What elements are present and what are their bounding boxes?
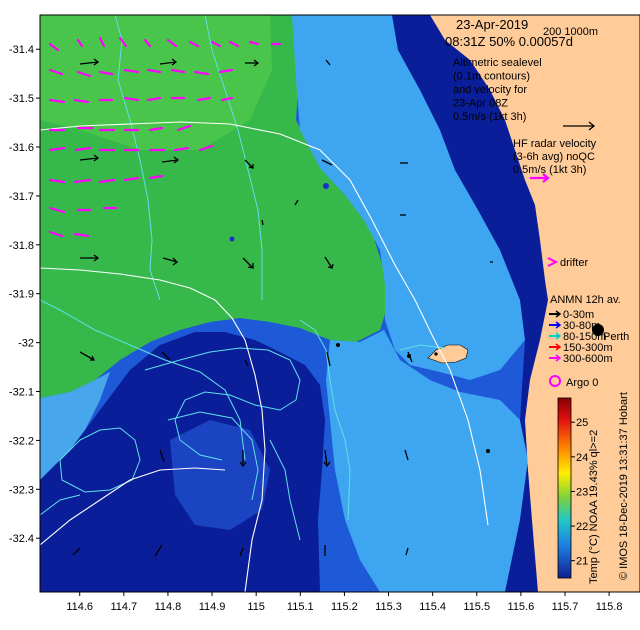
colorbar-gradient bbox=[557, 397, 572, 579]
anmn-item-label: 0-30m bbox=[563, 309, 594, 321]
sealevel-info-line: and velocity for bbox=[453, 84, 527, 96]
credit-text: © IMOS 18-Dec-2019 13:31:37 Hobart bbox=[618, 392, 630, 580]
colorbar-caption: Temp (°C) NOAA 19.43% ql>=2 bbox=[588, 430, 600, 584]
hf-scale-arrow bbox=[530, 173, 550, 183]
y-tick-label: -31.5 bbox=[9, 93, 34, 105]
anmn-item-arrow bbox=[555, 354, 562, 362]
x-tick-label: 114.7 bbox=[110, 601, 137, 613]
y-tick-label: -32.2 bbox=[9, 435, 34, 447]
x-tick-label: 115.1 bbox=[287, 601, 314, 613]
drifter-markers bbox=[229, 183, 490, 453]
green-patch-north bbox=[40, 15, 272, 150]
current-arrows bbox=[72, 58, 493, 557]
y-tick-label: -32.3 bbox=[9, 484, 34, 496]
city-dot bbox=[592, 324, 604, 336]
x-tick-label: 115.7 bbox=[552, 601, 579, 613]
x-tick-label: 115.3 bbox=[375, 601, 402, 613]
x-tick-label: 115.5 bbox=[463, 601, 490, 613]
city-label: Perth bbox=[603, 331, 629, 343]
y-tick-label: -31.4 bbox=[9, 44, 34, 56]
sealevel-info-line: 0.5m/s (1kt 3h) bbox=[453, 111, 526, 123]
info-panel: 23-Apr-2019 200 1000m 08:31Z 50% 0.00057… bbox=[445, 17, 598, 183]
hf-radar-info-line: (3-6h avg) noQC bbox=[513, 151, 595, 163]
cool-water-lower bbox=[326, 330, 528, 592]
mid-blue-patch bbox=[170, 420, 270, 530]
x-tick-label: 115.4 bbox=[419, 601, 446, 613]
sealevel-scale-arrow bbox=[563, 121, 596, 131]
colorbar-tick-label: 24 bbox=[576, 452, 588, 464]
y-tick-label: -31.8 bbox=[9, 240, 34, 252]
argo-label: Argo 0 bbox=[566, 377, 598, 389]
isobaths bbox=[40, 121, 489, 592]
x-tick-label: 115 bbox=[247, 601, 265, 613]
x-tick-label: 114.9 bbox=[199, 601, 226, 613]
drifter-legend: drifter bbox=[547, 257, 588, 269]
x-tick-label: 114.8 bbox=[155, 601, 182, 613]
anmn-item-label: 150-300m bbox=[563, 342, 613, 354]
hf-radar-info-line: 0.5m/s (1kt 3h) bbox=[513, 164, 586, 176]
map-date: 23-Apr-2019 bbox=[456, 17, 528, 32]
cool-water-band bbox=[292, 15, 525, 380]
sealevel-info-line: (0.1m contours) bbox=[453, 71, 530, 83]
y-tick-label: -32.4 bbox=[9, 533, 34, 545]
hf-radar-info-line: HF radar velocity bbox=[513, 138, 597, 150]
y-tick-label: -32.1 bbox=[9, 387, 34, 399]
x-tick-label: 115.2 bbox=[331, 601, 358, 613]
light-blue-edge bbox=[40, 372, 110, 480]
coastal-dark-water bbox=[392, 15, 548, 592]
colorbar-tick-label: 25 bbox=[576, 417, 588, 429]
anmn-item-label: 30-80m bbox=[563, 320, 600, 332]
colorbar-tick-label: 23 bbox=[576, 486, 588, 498]
argo-legend: Argo 0 bbox=[549, 375, 598, 389]
map-area bbox=[40, 15, 640, 592]
sealevel-info-line: Altimetric sealevel bbox=[453, 57, 542, 69]
land bbox=[430, 15, 640, 592]
city-marker: Perth bbox=[592, 324, 629, 343]
drifter-label: drifter bbox=[560, 257, 588, 269]
anmn-item-arrow bbox=[555, 332, 562, 340]
x-tick-label: 114.6 bbox=[66, 601, 93, 613]
anmn-item-arrow bbox=[555, 321, 562, 329]
anmn-item-arrow bbox=[555, 343, 562, 351]
y-axis: -31.4 -31.5 -31.6 -31.7 -31.8 -31.9 -32 -32.1 -3… bbox=[9, 44, 40, 545]
anmn-item-label: 300-600m bbox=[563, 353, 613, 365]
y-tick-label: -31.7 bbox=[9, 191, 34, 203]
colorbar-tick-label: 22 bbox=[576, 521, 588, 533]
depth-contour-label: 200 1000m bbox=[543, 26, 598, 38]
argo-icon bbox=[549, 375, 561, 387]
x-tick-label: 115.6 bbox=[508, 601, 535, 613]
y-tick-label: -31.9 bbox=[9, 289, 34, 301]
colorbar-tick-label: 21 bbox=[576, 556, 588, 568]
sealevel-contours bbox=[40, 15, 446, 541]
y-tick-label: -31.6 bbox=[9, 142, 34, 154]
drifter-legend-icon bbox=[547, 257, 559, 267]
x-tick-label: 115.8 bbox=[596, 601, 623, 613]
plot-frame bbox=[39, 14, 640, 593]
colorbar: 25 24 23 22 21 Temp (°C) NOAA 19.43% ql>=2 bbox=[557, 397, 600, 584]
time-coverage: 08:31Z 50% 0.00057d bbox=[445, 34, 573, 49]
y-tick-label: -32 bbox=[18, 338, 34, 350]
anmn-title: ANMN 12h av. bbox=[550, 294, 621, 306]
sealevel-info-line: 23-Apr 08Z bbox=[453, 98, 508, 110]
hf-radar-arrows bbox=[48, 36, 282, 238]
x-axis: 114.6 114.7 114.8 114.9 115 115.1 115.2 115.3 11… bbox=[66, 592, 622, 613]
anmn-item-arrow bbox=[555, 310, 562, 318]
